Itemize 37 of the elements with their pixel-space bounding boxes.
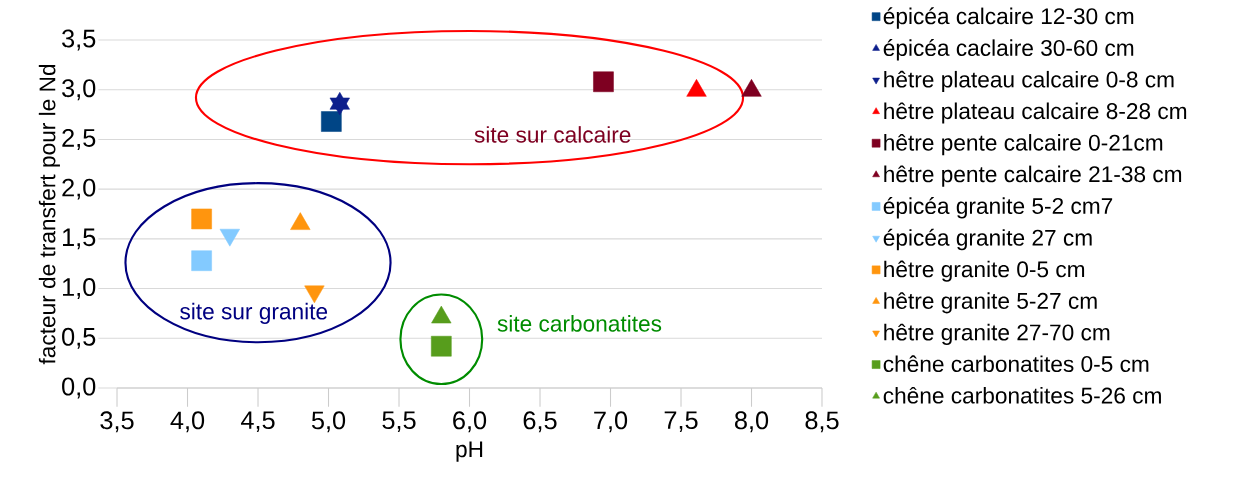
legend-label: chêne carbonatites 5-26 cm (883, 386, 1161, 404)
legend-label: hêtre granite 27-70 cm (884, 323, 1110, 345)
legend-label: épicéa granite 27 cm (883, 228, 1092, 251)
x-tick-label: 6,5 (523, 411, 557, 433)
x-tick-label: 5,5 (382, 411, 416, 433)
y-tick-label: 1,0 (63, 278, 96, 300)
legend-label: épicéa calcaire 12-30 cm (883, 7, 1134, 29)
x-tick-label: 3,5 (100, 411, 134, 433)
y-tick-label: 3,0 (62, 79, 96, 101)
x-tick-label: 7,0 (594, 411, 628, 433)
x-tick-label: 5,0 (311, 411, 346, 433)
y-tick-label: 2,0 (62, 178, 96, 200)
x-tick-label: 4,0 (170, 411, 205, 433)
legend-label: chêne carbonatites 0-5 cm (883, 355, 1149, 373)
legend-label: hêtre granite 0-5 cm (884, 260, 1085, 282)
legend-label: hêtre plateau calcaire 0-8 cm (884, 70, 1174, 93)
annotation: site sur calcaire (474, 126, 631, 143)
legend-label: hêtre plateau calcaire 8-28 cm (884, 102, 1187, 124)
y-tick-label: 1,5 (63, 228, 96, 250)
x-tick-label: 7,5 (664, 411, 698, 433)
y-tick-label: 3,5 (62, 29, 96, 51)
x-tick-label: 8,5 (805, 411, 839, 433)
y-tick-label: 2,5 (62, 128, 96, 150)
annotation: site sur granite (180, 302, 328, 324)
annotation: site carbonatites (497, 315, 662, 332)
legend-label: hêtre granite 5-27 cm (884, 292, 1097, 314)
y-tick-label: 0,5 (62, 327, 96, 349)
y-axis-title: facteur de transfert pour le Nd (38, 64, 60, 365)
x-axis-title: pH (456, 441, 483, 462)
legend-label: hêtre pente calcaire 0-21cm (884, 133, 1163, 156)
legend-label: épicéa caclaire 30-60 cm (883, 39, 1134, 61)
legend-label: épicéa granite 5-2 cm7 (883, 197, 1113, 219)
y-tick-label: 0,0 (62, 377, 96, 399)
x-tick-label: 8,0 (735, 411, 769, 433)
x-tick-label: 4,5 (240, 411, 275, 433)
legend-label: hêtre pente calcaire 21-38 cm (884, 165, 1182, 187)
x-tick-label: 6,0 (453, 411, 487, 433)
